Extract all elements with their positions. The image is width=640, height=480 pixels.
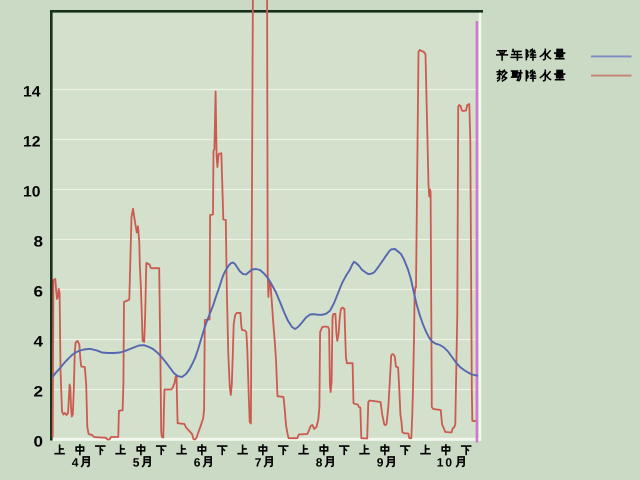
svg-text:8: 8: [316, 455, 323, 469]
svg-text:7: 7: [255, 455, 262, 469]
svg-text:4: 4: [72, 455, 79, 469]
svg-text:10: 10: [437, 455, 454, 469]
svg-text:10: 10: [23, 184, 41, 201]
svg-text:14: 14: [23, 84, 41, 101]
svg-text:8: 8: [34, 234, 44, 251]
svg-text:4: 4: [34, 334, 44, 351]
svg-text:9: 9: [377, 455, 384, 469]
svg-text:5: 5: [133, 455, 140, 469]
svg-text:0: 0: [34, 434, 44, 451]
svg-text:6: 6: [34, 284, 44, 301]
svg-text:6: 6: [194, 455, 201, 469]
svg-text:12: 12: [23, 134, 41, 151]
svg-text:2: 2: [34, 384, 44, 401]
